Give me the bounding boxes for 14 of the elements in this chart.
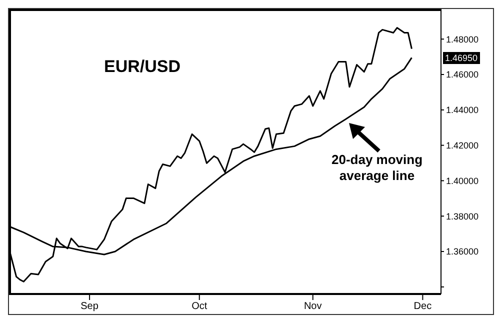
x-tick-label: Sep xyxy=(80,301,99,312)
y-tick-label: 1.46000 xyxy=(446,70,479,80)
y-tick-label: 1.44000 xyxy=(446,105,479,116)
y-tick-label: 1.42000 xyxy=(446,140,479,150)
annotation: 20-day moving average line xyxy=(330,152,424,184)
y-tick-label: 1.40000 xyxy=(446,176,479,186)
x-tick-label: Nov xyxy=(304,301,322,312)
x-tick-label: Oct xyxy=(192,301,208,312)
text: EUR/USD xyxy=(104,57,181,77)
y-tick-label: 1.48000 xyxy=(446,34,479,44)
text: 1.46950 xyxy=(443,52,480,64)
y-tick-label: 1.36000 xyxy=(446,246,479,257)
x-tick-label: Dec xyxy=(414,301,432,312)
y-tick-label: 1.38000 xyxy=(446,211,479,222)
